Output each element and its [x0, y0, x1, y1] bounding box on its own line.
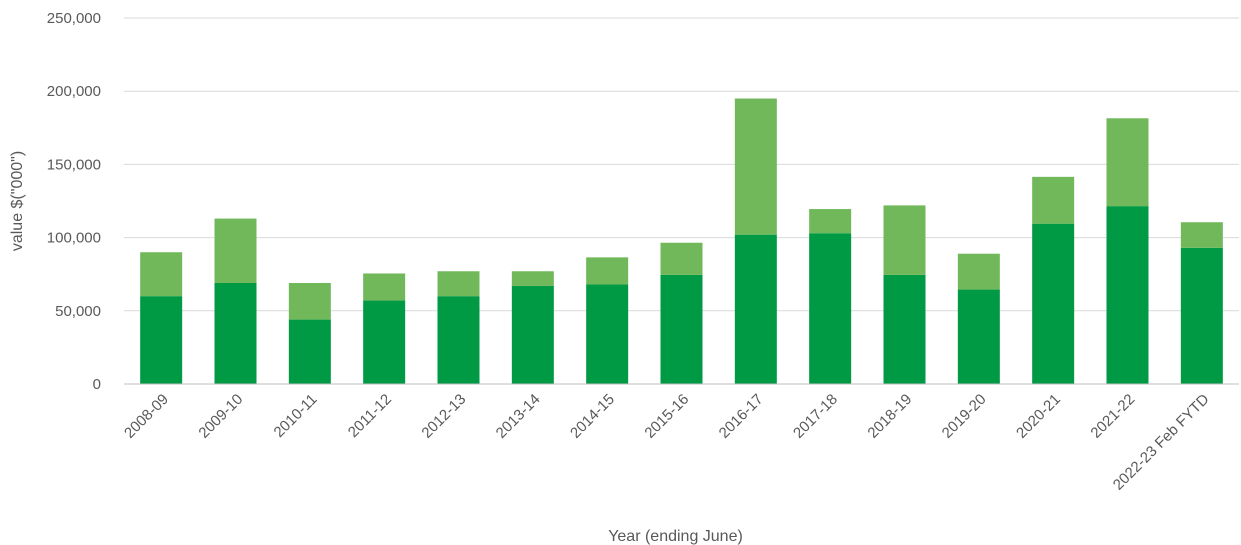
x-axis-title: Year (ending June) — [608, 528, 743, 545]
bar-segment-lower — [809, 233, 852, 384]
y-tick-label: 0 — [93, 376, 101, 393]
bar-segment-lower — [140, 296, 183, 384]
x-tick-label: 2014-15 — [567, 391, 618, 442]
y-axis-title: value $("000") — [9, 151, 26, 251]
bar-segment-upper — [734, 98, 777, 235]
x-tick-label: 2017-18 — [790, 391, 841, 442]
bar-segment-upper — [437, 271, 480, 297]
x-tick-label: 2012-13 — [418, 391, 469, 442]
bar-segment-lower — [1106, 206, 1149, 384]
x-tick-label: 2016-17 — [716, 391, 767, 442]
bar-segment-upper — [140, 252, 183, 297]
bar-segment-upper — [1180, 222, 1223, 248]
x-tick-label: 2008-09 — [121, 391, 172, 442]
bar-segment-lower — [660, 274, 703, 384]
bars — [140, 98, 1223, 384]
x-tick-label: 2018-19 — [864, 391, 915, 442]
bar-segment-upper — [883, 205, 926, 275]
x-tick-label: 2011-12 — [345, 391, 395, 441]
bar-segment-upper — [809, 209, 852, 234]
bar-segment-upper — [957, 253, 1000, 290]
x-tick-label: 2015-16 — [641, 391, 692, 442]
x-tick-label: 2019-20 — [939, 391, 990, 442]
y-tick-label: 250,000 — [47, 10, 101, 27]
x-tick-label: 2020-21 — [1013, 391, 1064, 442]
bar-segment-upper — [288, 282, 331, 320]
bar-segment-upper — [511, 271, 554, 286]
bar-segment-upper — [214, 218, 257, 283]
x-tick-label: 2010-11 — [271, 391, 321, 441]
bar-segment-lower — [586, 284, 629, 384]
bar-segment-upper — [1032, 176, 1075, 224]
bar-segment-lower — [511, 285, 554, 384]
bar-segment-upper — [1106, 118, 1149, 207]
bar-segment-lower — [1032, 223, 1075, 384]
bar-segment-upper — [363, 273, 406, 301]
y-axis-tick-labels: 0 50,000 100,000 150,000 200,000 250,000 — [47, 10, 101, 393]
bar-segment-upper — [660, 242, 703, 275]
x-tick-label: 2013-14 — [493, 391, 544, 442]
bar-segment-lower — [363, 300, 406, 384]
bar-segment-lower — [1180, 247, 1223, 384]
bar-segment-lower — [957, 289, 1000, 384]
x-tick-label: 2009-10 — [195, 391, 246, 442]
bar-segment-lower — [214, 282, 257, 384]
y-tick-label: 50,000 — [55, 303, 101, 320]
bar-segment-lower — [734, 234, 777, 384]
x-tick-label: 2021-22 — [1087, 391, 1138, 442]
y-tick-label: 100,000 — [47, 230, 101, 247]
y-tick-label: 200,000 — [47, 83, 101, 100]
x-axis-tick-labels: 2008-09 2009-10 2010-11 2011-12 2012-13 2013-… — [121, 391, 1213, 494]
bar-segment-upper — [586, 257, 629, 285]
y-tick-label: 150,000 — [47, 156, 101, 173]
bar-segment-lower — [883, 274, 926, 384]
bar-segment-lower — [288, 319, 331, 384]
bar-segment-lower — [437, 296, 480, 384]
